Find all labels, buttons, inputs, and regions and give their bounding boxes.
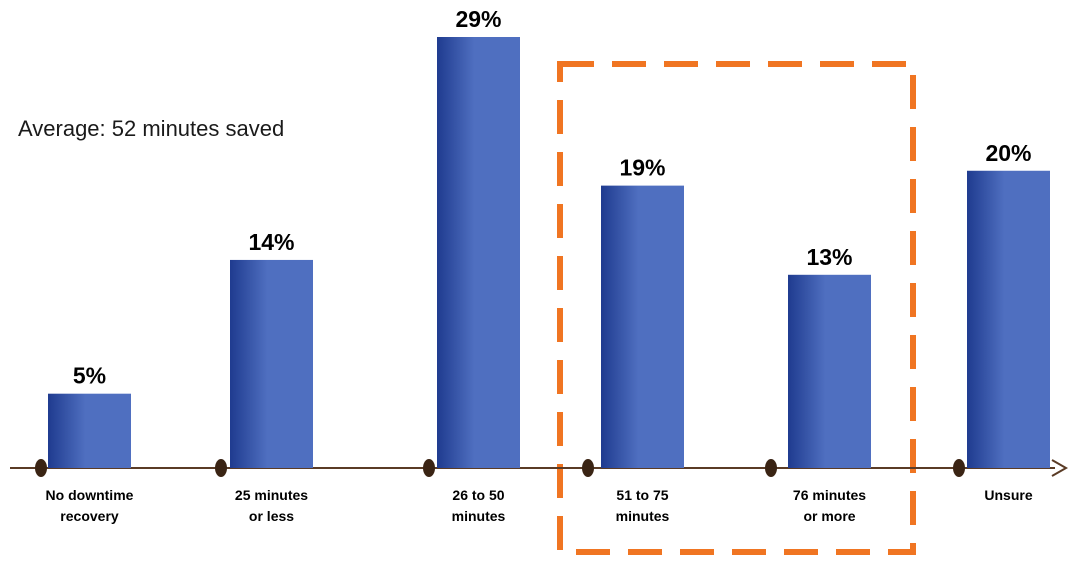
bar xyxy=(788,274,871,468)
axis-tick-dot xyxy=(953,459,965,477)
axis-layer xyxy=(10,459,1069,477)
axis-tick-dot xyxy=(35,459,47,477)
bar-value-label: 5% xyxy=(73,363,106,389)
bar-value-label: 20% xyxy=(985,140,1031,166)
axis-tick-dot xyxy=(582,459,594,477)
bar xyxy=(230,259,313,468)
category-label: recovery xyxy=(60,508,119,524)
bar xyxy=(967,170,1050,469)
bars-layer xyxy=(48,37,1050,469)
highlight-layer xyxy=(557,61,916,555)
category-label: minutes xyxy=(616,508,670,524)
bar xyxy=(48,393,131,468)
highlight-box xyxy=(557,61,916,555)
bar-value-label: 19% xyxy=(619,155,665,181)
category-label: 26 to 50 xyxy=(452,487,504,503)
category-label: or less xyxy=(249,508,294,524)
x-axis-arrow-icon xyxy=(1051,459,1069,477)
axis-tick-dot xyxy=(765,459,777,477)
category-label: minutes xyxy=(452,508,506,524)
bar-value-label: 29% xyxy=(455,6,501,32)
axis-tick-dot xyxy=(215,459,227,477)
axis-tick-dot xyxy=(423,459,435,477)
category-label: 76 minutes xyxy=(793,487,866,503)
category-label: 51 to 75 xyxy=(616,487,668,503)
bar-value-label: 14% xyxy=(248,229,294,255)
category-label: or more xyxy=(803,508,855,524)
bar xyxy=(437,37,520,468)
average-annotation: Average: 52 minutes saved xyxy=(18,116,284,141)
category-label: Unsure xyxy=(984,487,1032,503)
labels-layer: 5% 14% 29% 19% 13% 20% No downtime recovery 25 m… xyxy=(46,6,1033,524)
category-label: No downtime xyxy=(46,487,134,503)
category-label: 25 minutes xyxy=(235,487,308,503)
bar-value-label: 13% xyxy=(806,244,852,270)
bar xyxy=(601,185,684,468)
